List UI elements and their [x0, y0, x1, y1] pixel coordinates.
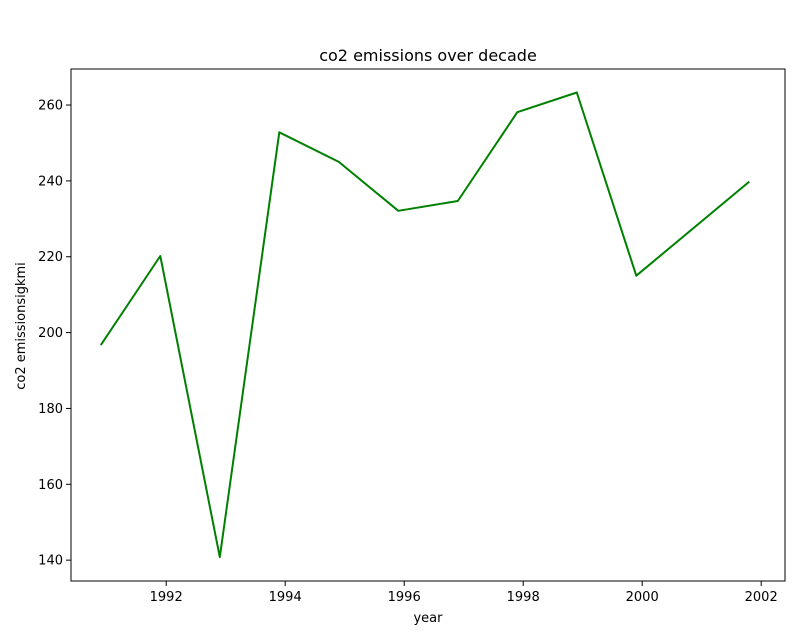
y-axis-label: co2 emissionsigkmi [14, 262, 29, 390]
y-tick-label: 240 [38, 174, 63, 189]
series-layer [99, 91, 750, 559]
y-tick-label: 200 [38, 326, 63, 341]
y-axis-ticks: 140 160 180 200 220 240 260 [38, 99, 71, 569]
series-line [99, 91, 750, 559]
y-tick-label: 160 [38, 478, 63, 493]
y-tick-label: 140 [38, 554, 63, 569]
chart-title: co2 emissions over decade [319, 46, 537, 65]
x-tick-label: 2000 [626, 590, 659, 605]
x-axis-ticks: 1992 1994 1996 1998 2000 2002 [150, 581, 778, 605]
y-tick-label: 220 [38, 250, 63, 265]
y-tick-label: 180 [38, 402, 63, 417]
x-tick-label: 2002 [745, 590, 778, 605]
x-tick-label: 1998 [507, 590, 540, 605]
plot-area [70, 68, 786, 582]
y-tick-label: 260 [38, 99, 63, 114]
x-tick-label: 1996 [388, 590, 421, 605]
x-axis-label: year [413, 611, 443, 626]
x-tick-label: 1994 [269, 590, 302, 605]
x-tick-label: 1992 [150, 590, 183, 605]
